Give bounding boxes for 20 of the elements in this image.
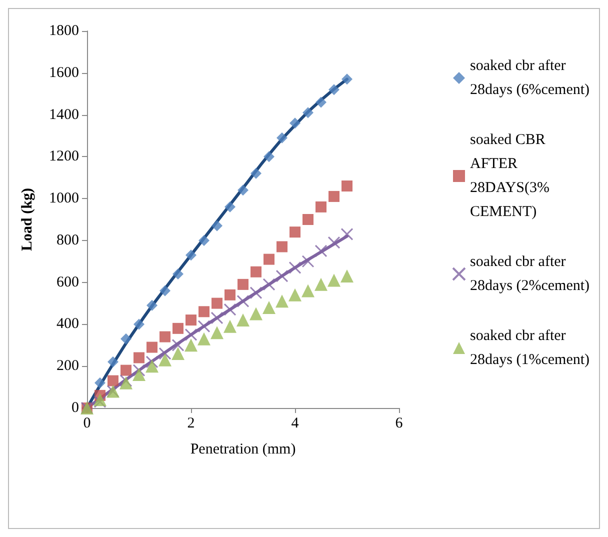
legend-label: soaked cbr after 28days (6%cement) (470, 58, 590, 98)
legend-label: soaked cbr after 28days (2%cement) (470, 254, 590, 294)
y-tick-label: 0 (72, 400, 79, 416)
x-tick-label: 6 (395, 416, 404, 432)
y-tick-label: 400 (56, 316, 79, 332)
y-tick-label: 1800 (49, 23, 79, 39)
x-tick-label: 2 (187, 416, 195, 432)
y-tick-label: 200 (56, 358, 79, 374)
y-tick-label: 600 (56, 274, 79, 290)
legend-label: soaked cbr after 28days (1%cement) (470, 328, 590, 368)
y-tick-label: 1200 (49, 148, 79, 165)
legend-label: soaked CBR AFTER 28DAYS(3% CEMENT) (470, 132, 554, 220)
y-tick-label: 1600 (49, 64, 79, 81)
y-axis-title: Load (kg) (20, 188, 36, 251)
y-tick-label: 1400 (49, 106, 79, 123)
x-axis-title: Penetration (mm) (190, 442, 296, 458)
x-tick-label: 4 (291, 416, 300, 432)
x-tick-label: 0 (83, 416, 91, 432)
y-tick-label: 800 (56, 232, 79, 248)
y-tick-label: 1000 (49, 190, 79, 207)
